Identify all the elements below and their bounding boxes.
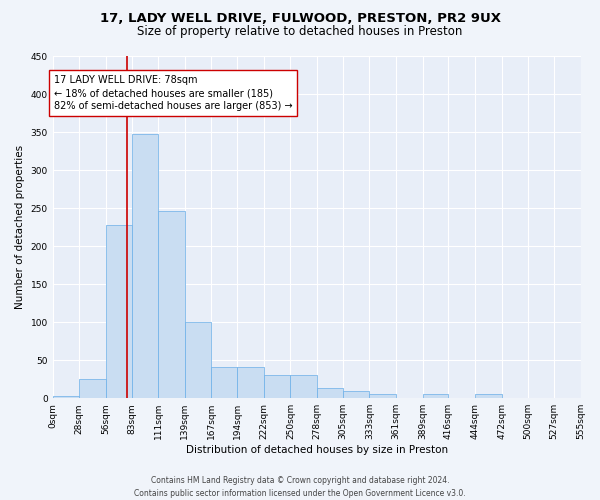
Bar (317, 388, 343, 398)
Bar (211, 367, 237, 398)
Bar (158, 211, 185, 398)
Text: 17, LADY WELL DRIVE, FULWOOD, PRESTON, PR2 9UX: 17, LADY WELL DRIVE, FULWOOD, PRESTON, P… (100, 12, 500, 26)
Text: Size of property relative to detached houses in Preston: Size of property relative to detached ho… (137, 25, 463, 38)
Bar (237, 367, 264, 398)
Y-axis label: Number of detached properties: Number of detached properties (15, 145, 25, 309)
Bar (370, 394, 396, 398)
Bar (264, 376, 290, 398)
Bar (475, 394, 502, 398)
Bar (290, 376, 317, 398)
Bar (53, 396, 79, 398)
Text: Contains HM Land Registry data © Crown copyright and database right 2024.
Contai: Contains HM Land Registry data © Crown c… (134, 476, 466, 498)
Bar (106, 225, 131, 398)
Bar (343, 390, 370, 398)
Bar (131, 134, 158, 398)
Text: 17 LADY WELL DRIVE: 78sqm
← 18% of detached houses are smaller (185)
82% of semi: 17 LADY WELL DRIVE: 78sqm ← 18% of detac… (53, 75, 292, 112)
Bar (581, 396, 600, 398)
Bar (79, 379, 106, 398)
Bar (185, 322, 211, 398)
Bar (422, 394, 448, 398)
X-axis label: Distribution of detached houses by size in Preston: Distribution of detached houses by size … (185, 445, 448, 455)
